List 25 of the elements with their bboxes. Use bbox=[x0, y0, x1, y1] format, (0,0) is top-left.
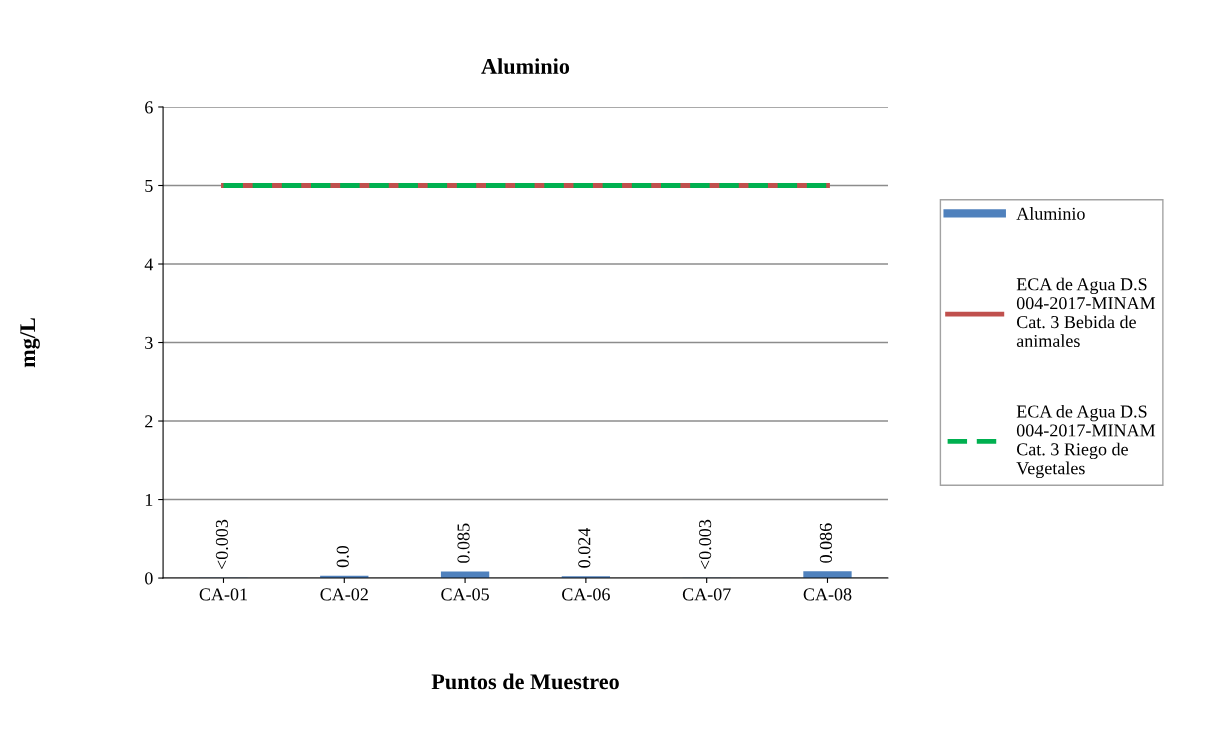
data-label: <0.003 bbox=[699, 519, 712, 570]
y-tick-label: 2 bbox=[145, 415, 153, 428]
x-tick-label: CA-05 bbox=[441, 588, 489, 601]
chart-title: Aluminio bbox=[481, 58, 570, 74]
x-tick-label: CA-08 bbox=[803, 588, 852, 601]
y-tick-label: 1 bbox=[145, 493, 153, 506]
legend-label: Aluminio bbox=[1016, 207, 1085, 220]
y-tick-label: 6 bbox=[145, 101, 153, 114]
x-tick-label: CA-06 bbox=[562, 588, 610, 601]
x-tick-label: CA-07 bbox=[682, 588, 731, 601]
legend-label: ECA de Agua D.S 004-2017-MINAM Cat. 3 Riego de Vegetales bbox=[1016, 404, 1156, 479]
data-label: 0.085 bbox=[457, 523, 470, 563]
y-tick-label: 0 bbox=[145, 572, 153, 585]
y-axis-title: mg/L bbox=[20, 318, 40, 368]
x-tick-label: CA-01 bbox=[199, 588, 247, 601]
data-label: <0.003 bbox=[215, 519, 229, 570]
y-tick-label: 5 bbox=[145, 179, 153, 192]
data-label: 0.0 bbox=[336, 545, 349, 568]
data-label: 0.024 bbox=[578, 527, 591, 568]
x-axis-title: Puntos de Muestreo bbox=[431, 673, 619, 690]
legend-label: ECA de Agua D.S 004-2017-MINAM Cat. 3 Bebida de animales bbox=[1016, 277, 1156, 348]
y-tick-label: 4 bbox=[144, 258, 154, 271]
y-tick-label: 3 bbox=[145, 336, 153, 349]
x-tick-label: CA-02 bbox=[320, 588, 368, 601]
data-label: 0.086 bbox=[819, 523, 833, 563]
